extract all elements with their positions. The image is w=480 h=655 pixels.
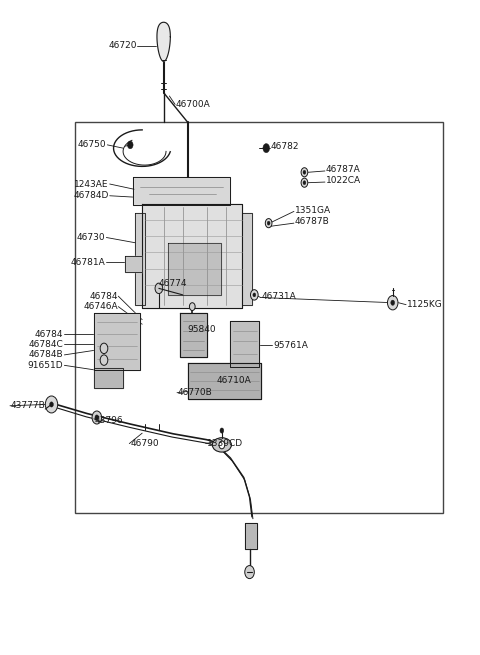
Circle shape: [267, 221, 270, 225]
Text: 46720: 46720: [109, 41, 137, 50]
Text: 46730: 46730: [77, 233, 106, 242]
Circle shape: [303, 170, 306, 174]
Text: 46784B: 46784B: [29, 350, 63, 360]
Polygon shape: [180, 313, 206, 357]
Text: 46784D: 46784D: [73, 191, 109, 200]
Text: 46787A: 46787A: [326, 165, 360, 174]
Text: 46770B: 46770B: [178, 388, 213, 397]
Polygon shape: [95, 313, 140, 370]
Text: 43796: 43796: [95, 416, 123, 424]
Polygon shape: [242, 214, 252, 305]
Text: 46731A: 46731A: [262, 291, 296, 301]
Text: 46784C: 46784C: [29, 340, 63, 349]
Circle shape: [251, 290, 258, 300]
Circle shape: [303, 181, 306, 185]
Circle shape: [301, 168, 308, 177]
Circle shape: [155, 283, 163, 293]
Text: 1022CA: 1022CA: [326, 176, 361, 185]
Polygon shape: [230, 321, 259, 367]
Polygon shape: [157, 22, 170, 62]
Circle shape: [253, 293, 256, 297]
Ellipse shape: [212, 438, 231, 452]
Circle shape: [219, 441, 225, 449]
Circle shape: [45, 396, 58, 413]
Polygon shape: [135, 214, 144, 305]
Circle shape: [127, 141, 133, 149]
Text: 46774: 46774: [159, 278, 187, 288]
Text: 95761A: 95761A: [274, 341, 308, 350]
Text: 95840: 95840: [188, 325, 216, 334]
Text: 46784: 46784: [35, 329, 63, 339]
Circle shape: [263, 143, 270, 153]
Text: 46746A: 46746A: [84, 302, 118, 311]
Circle shape: [100, 343, 108, 354]
Polygon shape: [168, 243, 221, 295]
Text: 46700A: 46700A: [176, 100, 210, 109]
Polygon shape: [132, 178, 230, 205]
Polygon shape: [188, 364, 262, 400]
Circle shape: [49, 402, 53, 407]
Circle shape: [100, 355, 108, 365]
Text: 43777B: 43777B: [11, 402, 46, 410]
Circle shape: [391, 300, 395, 305]
Bar: [75, 122, 443, 514]
Circle shape: [387, 295, 398, 310]
Text: 46787B: 46787B: [295, 217, 330, 227]
Text: 1243AE: 1243AE: [74, 179, 109, 189]
Circle shape: [190, 303, 195, 310]
Text: 46782: 46782: [271, 141, 300, 151]
Polygon shape: [142, 204, 242, 308]
Circle shape: [220, 428, 224, 433]
Text: 46750: 46750: [78, 140, 107, 149]
Text: 46784: 46784: [90, 291, 118, 301]
Text: 1351GA: 1351GA: [295, 206, 331, 215]
Text: 46710A: 46710A: [216, 377, 251, 386]
Circle shape: [245, 565, 254, 578]
Polygon shape: [95, 368, 123, 388]
Circle shape: [92, 411, 102, 424]
Circle shape: [301, 178, 308, 187]
Text: 91651D: 91651D: [28, 361, 63, 370]
Text: 46790: 46790: [130, 439, 159, 448]
Polygon shape: [245, 523, 257, 550]
Circle shape: [265, 219, 272, 228]
Text: 46781A: 46781A: [71, 258, 106, 267]
Text: 1339CD: 1339CD: [206, 439, 243, 448]
Polygon shape: [124, 255, 142, 272]
Circle shape: [95, 415, 99, 420]
Text: 1125KG: 1125KG: [407, 300, 443, 309]
